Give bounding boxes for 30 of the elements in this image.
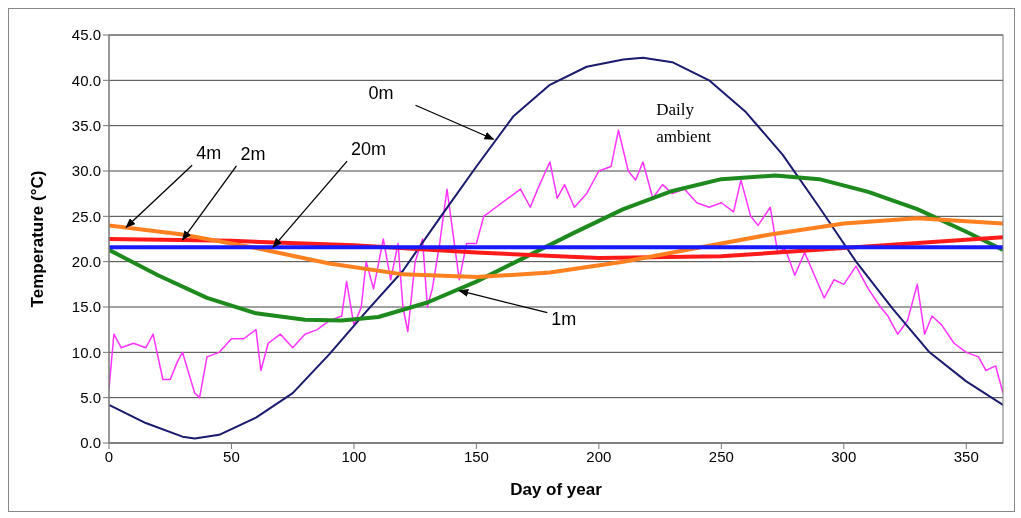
annotation: 2m — [240, 143, 266, 164]
y-axis-title: Temperature (°C) — [28, 170, 48, 308]
x-axis-title: Day of year — [510, 480, 603, 499]
y-tick-label: 20.0 — [71, 252, 101, 270]
x-tick-label: 300 — [831, 447, 857, 465]
y-tick-label: 35.0 — [71, 116, 101, 134]
annotation: Daily ambient — [656, 100, 712, 146]
annotation: 0m — [368, 83, 394, 104]
y-tick-label: 40.0 — [71, 71, 101, 89]
y-tick-label: 30.0 — [71, 162, 101, 180]
line-series — [109, 173, 1003, 323]
x-tick-label: 50 — [223, 447, 240, 465]
x-tick-label: 200 — [586, 447, 612, 465]
y-tick-label: 10.0 — [71, 343, 101, 361]
annotation: 4m — [196, 143, 222, 164]
x-tick-label: 250 — [708, 447, 734, 465]
x-tick-label: 350 — [953, 447, 979, 465]
line-series — [109, 56, 1003, 440]
y-tick-label: 15.0 — [71, 298, 101, 316]
annotation: 20m — [351, 139, 387, 160]
y-tick-label: 0.0 — [80, 434, 101, 452]
y-tick-label: 25.0 — [71, 207, 101, 225]
line-series — [109, 216, 1003, 280]
x-tick-label: 0 — [104, 447, 114, 465]
x-tick-label: 150 — [463, 447, 489, 465]
annotation: 1m — [551, 308, 577, 329]
line-series — [109, 129, 1003, 399]
y-tick-label: 5.0 — [80, 388, 101, 406]
y-tick-label: 45.0 — [71, 26, 101, 44]
x-tick-label: 100 — [341, 447, 367, 465]
